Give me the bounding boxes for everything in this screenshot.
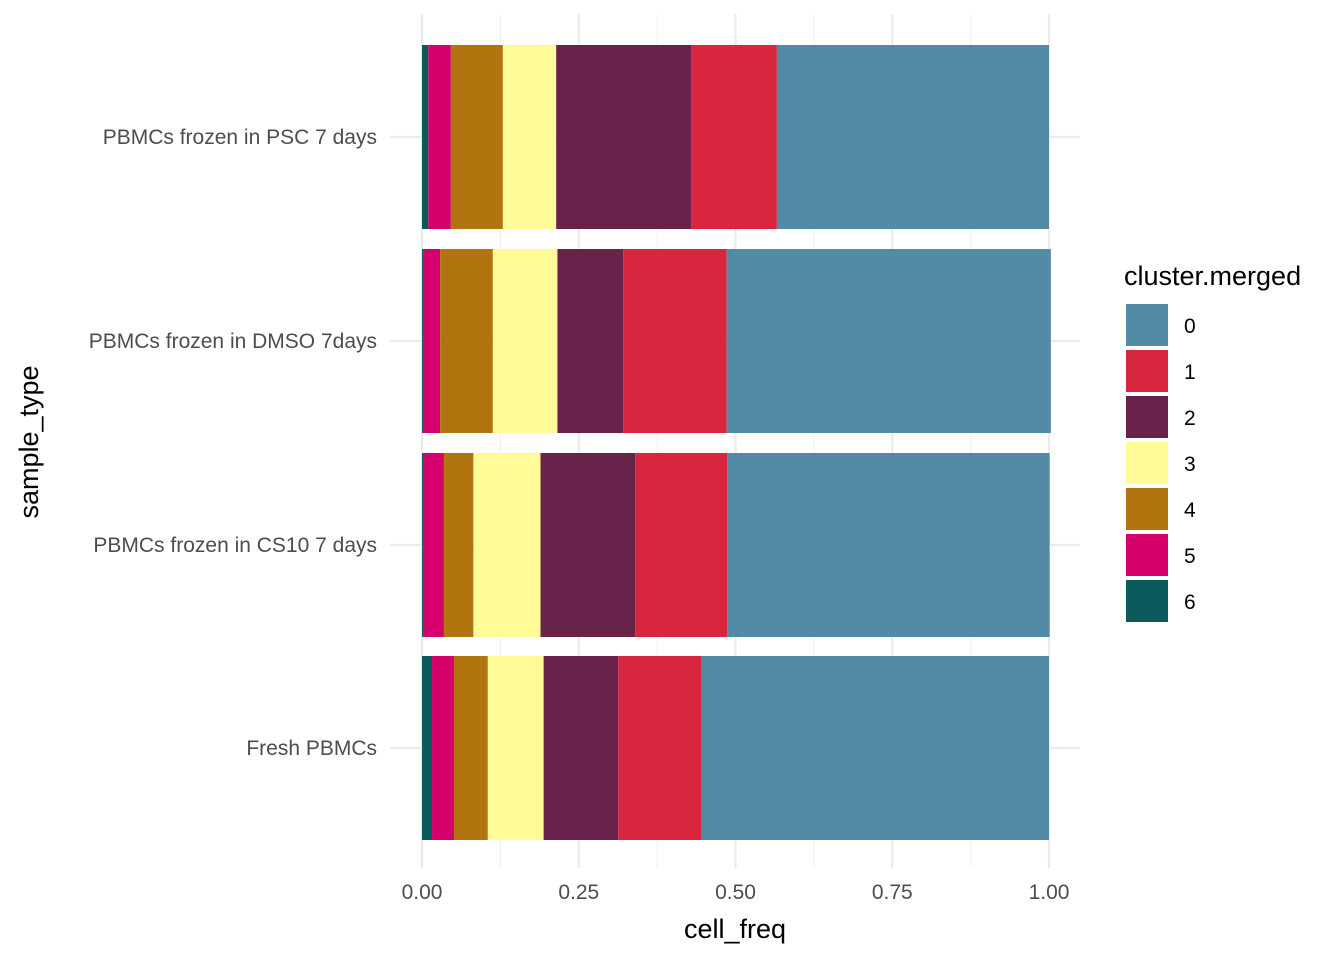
- y-tick-label: PBMCs frozen in CS10 7 days: [93, 534, 377, 557]
- legend-label: 4: [1184, 499, 1196, 522]
- bar-segment-cluster-2: [556, 45, 691, 229]
- bar-segment-cluster-1: [635, 453, 728, 637]
- bar-segment-cluster-5: [423, 249, 441, 433]
- bar-segment-cluster-3: [502, 45, 557, 229]
- bar-segment-cluster-5: [432, 656, 454, 840]
- bar-segment-cluster-4: [453, 656, 488, 840]
- legend-label: 2: [1184, 407, 1196, 430]
- y-axis-title: sample_type: [14, 365, 44, 518]
- y-tick-label: PBMCs frozen in DMSO 7days: [89, 330, 377, 353]
- legend-swatch-cluster-4: [1126, 488, 1168, 530]
- x-tick-label: 0.25: [558, 881, 599, 904]
- bar-segment-cluster-2: [540, 453, 636, 637]
- bar-segment-cluster-2: [543, 656, 619, 840]
- bar-segment-cluster-6: [422, 45, 429, 229]
- bar-segment-cluster-6: [422, 249, 424, 433]
- bar-segment-cluster-4: [440, 249, 493, 433]
- y-tick-label: Fresh PBMCs: [246, 737, 377, 760]
- legend-label: 3: [1184, 453, 1196, 476]
- bar-segment-cluster-4: [450, 45, 503, 229]
- x-tick-labels: 0.00 0.25 0.50 0.75 1.00: [402, 881, 1070, 904]
- x-tick-label: 0.50: [715, 881, 756, 904]
- bar-segment-cluster-2: [557, 249, 624, 433]
- legend-label: 5: [1184, 545, 1196, 568]
- bar-segment-cluster-1: [623, 249, 727, 433]
- bar-segment-cluster-4: [443, 453, 474, 637]
- legend-label: 1: [1184, 361, 1196, 384]
- legend-label: 6: [1184, 591, 1196, 614]
- legend-items: 0 1 2 3 4 5 6: [1126, 304, 1196, 622]
- y-tick-label: PBMCs frozen in PSC 7 days: [103, 126, 377, 149]
- x-axis-title: cell_freq: [684, 914, 786, 944]
- legend-swatch-cluster-0: [1126, 304, 1168, 346]
- bar-segment-cluster-0: [776, 45, 1049, 229]
- legend-swatch-cluster-6: [1126, 580, 1168, 622]
- bar-segment-cluster-3: [492, 249, 558, 433]
- x-tick-label: 0.75: [872, 881, 913, 904]
- bar-segment-cluster-5: [423, 453, 444, 637]
- bars: [422, 45, 1051, 840]
- legend-label: 0: [1184, 315, 1196, 338]
- x-tick-label: 1.00: [1029, 881, 1070, 904]
- bar-segment-cluster-1: [690, 45, 777, 229]
- bar-segment-cluster-3: [473, 453, 541, 637]
- bar-segment-cluster-6: [422, 453, 424, 637]
- legend-swatch-cluster-3: [1126, 442, 1168, 484]
- bar-segment-cluster-0: [727, 453, 1050, 637]
- x-tick-label: 0.00: [402, 881, 443, 904]
- legend-swatch-cluster-1: [1126, 350, 1168, 392]
- legend: cluster.merged 0 1 2 3 4 5 6: [1124, 261, 1301, 622]
- legend-swatch-cluster-5: [1126, 534, 1168, 576]
- bar-segment-cluster-1: [618, 656, 702, 840]
- bar-segment-cluster-3: [487, 656, 544, 840]
- bar-segment-cluster-6: [422, 656, 433, 840]
- legend-title: cluster.merged: [1124, 261, 1301, 291]
- legend-swatch-cluster-2: [1126, 396, 1168, 438]
- bar-segment-cluster-0: [701, 656, 1049, 840]
- y-tick-labels: PBMCs frozen in PSC 7 days PBMCs frozen i…: [89, 126, 377, 760]
- bar-segment-cluster-5: [428, 45, 451, 229]
- bar-segment-cluster-0: [726, 249, 1051, 433]
